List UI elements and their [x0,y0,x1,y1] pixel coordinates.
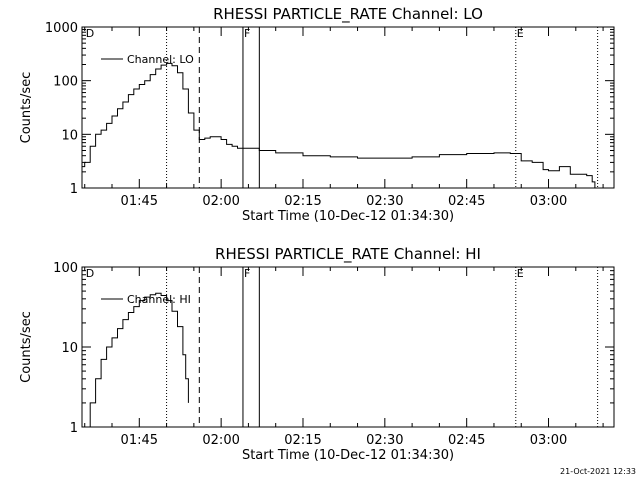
y-tick-label: 10 [61,128,78,143]
y-axis-label: Counts/sec [19,72,34,144]
series-line-1 [87,292,189,428]
x-axis-label: Start Time (10-Dec-12 01:34:30) [242,448,454,463]
x-tick-label: 02:00 [202,194,239,209]
y-tick-label: 1 [70,421,78,436]
flag-label: E [517,267,524,280]
timestamp: 21-Oct-2021 12:33 [560,467,636,476]
x-tick-label: 03:00 [530,194,567,209]
y-tick-label: 100 [53,261,78,276]
series-line-1 [82,62,596,188]
legend-label: Channel: LO [127,53,194,66]
x-tick-label: 01:45 [121,433,158,448]
y-tick-label: 10 [61,341,78,356]
y-axis-label: Counts/sec [19,311,34,383]
x-axis-label: Start Time (10-Dec-12 01:34:30) [242,209,454,224]
flag-label: D [86,27,94,40]
flag-label: F [244,267,250,280]
x-tick-label: 02:30 [366,433,403,448]
x-tick-label: 01:45 [121,194,158,209]
chart-panel-1: RHESSI PARTICLE_RATE Channel: LO Counts/s… [19,5,615,224]
x-tick-label: 02:15 [284,194,321,209]
flag-label: F [244,27,250,40]
x-tick-label: 02:15 [284,433,321,448]
chart-panel-2: RHESSI PARTICLE_RATE Channel: HI Counts/s… [19,245,615,463]
y-tick-label: 1 [70,182,78,197]
plot-frame [81,26,615,189]
flag-label: E [517,27,524,40]
x-tick-label: 02:30 [366,194,403,209]
x-tick-label: 02:45 [448,194,485,209]
x-tick-label: 02:00 [202,433,239,448]
legend-label: Channel: HI [127,293,191,306]
y-tick-label: 1000 [45,21,78,36]
x-tick-label: 03:00 [530,433,567,448]
plot-frame [81,266,615,428]
flag-label: D [86,267,94,280]
chart-title: RHESSI PARTICLE_RATE Channel: LO [213,5,483,24]
chart-title: RHESSI PARTICLE_RATE Channel: HI [215,245,481,264]
x-tick-label: 02:45 [448,433,485,448]
y-tick-label: 100 [53,75,78,90]
